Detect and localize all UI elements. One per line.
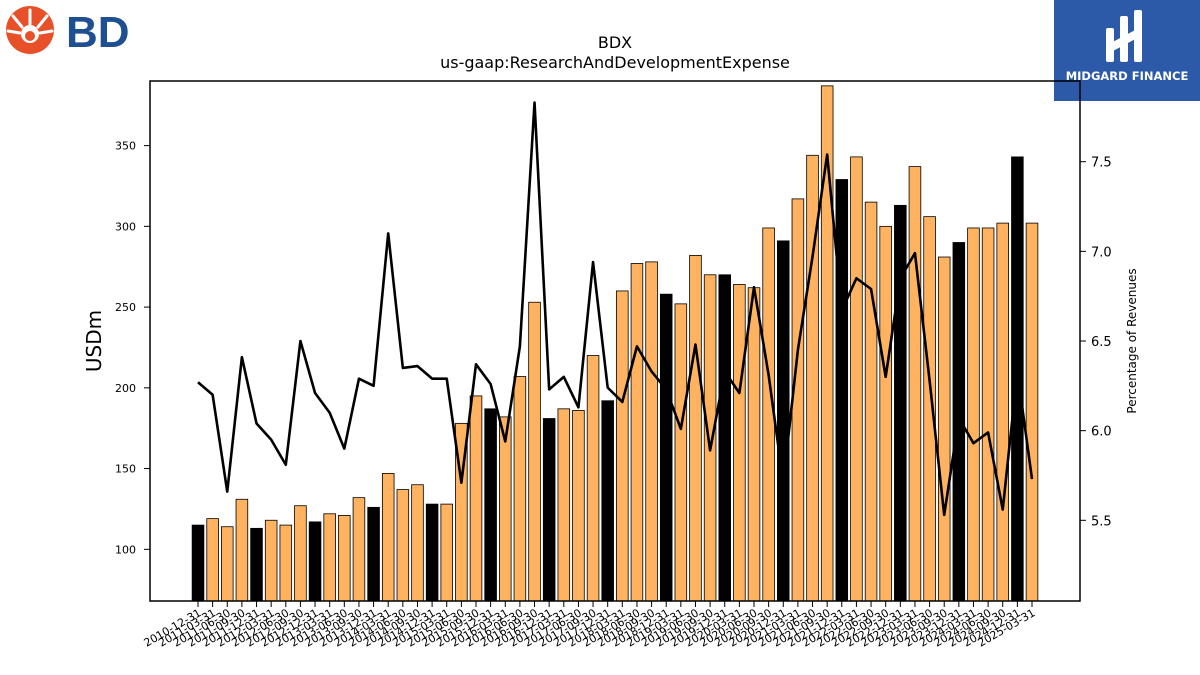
bar-2018-12-31 [659, 293, 673, 602]
bar-2018-06-30 [630, 263, 644, 602]
y2-tick-label: 7.5 [1091, 156, 1112, 171]
bar-2023-03-31 [908, 166, 922, 602]
bar-2014-03-31 [381, 473, 395, 602]
y-tick-label: 200 [115, 382, 136, 395]
bar-2012-03-31 [264, 519, 278, 602]
bar-2011-09-30 [235, 498, 249, 602]
midgard-finance-text: MIDGARD FINANCE [1065, 69, 1189, 83]
bar-2011-12-31 [250, 527, 263, 602]
bar-2016-09-30 [528, 301, 541, 602]
y2-tick-label: 6.5 [1091, 335, 1112, 350]
bar-2020-03-31 [733, 284, 746, 602]
bar-2022-06-30 [864, 201, 878, 602]
bars-group [191, 85, 1039, 602]
chart-subtitle: us-gaap:ResearchAndDevelopmentExpense [440, 53, 790, 72]
bar-2022-03-31 [850, 156, 863, 602]
bar-2010-12-31 [191, 524, 205, 602]
bar-2022-12-31 [894, 204, 907, 602]
bar-2011-03-31 [206, 518, 219, 602]
bar-2011-06-30 [221, 526, 234, 602]
bar-2025-03-31 [1025, 222, 1039, 602]
bd-starburst-icon [6, 6, 54, 54]
bar-2017-09-30 [586, 355, 600, 602]
bar-2021-12-31 [835, 179, 849, 602]
bar-2014-12-31 [425, 503, 439, 602]
x-axis: 2010-12-312011-03-312011-06-302011-09-30… [142, 601, 1038, 650]
y-tick-label: 150 [115, 463, 136, 476]
y-tick-label: 300 [115, 220, 136, 233]
bar-2012-09-30 [294, 505, 307, 602]
revenue-percentage-line [197, 101, 1034, 517]
bar-2017-06-30 [572, 410, 585, 602]
midgard-finance-logo: MIDGARD FINANCE [1054, 0, 1200, 101]
bar-2023-09-30 [937, 256, 951, 602]
bar-2015-12-31 [484, 408, 497, 602]
bar-2021-03-31 [791, 198, 805, 602]
bar-2017-12-31 [601, 400, 614, 602]
y2-tick-label: 6.0 [1091, 425, 1112, 440]
bar-2024-03-31 [967, 227, 980, 602]
y2-tick-label: 7.0 [1091, 245, 1112, 260]
line-group [197, 101, 1034, 517]
bar-2013-06-30 [338, 515, 351, 602]
chart-title: BDX [598, 33, 632, 52]
bar-2013-03-31 [323, 513, 336, 602]
bar-2012-06-30 [279, 524, 293, 602]
bar-2017-03-31 [557, 408, 571, 602]
bar-2020-12-31 [777, 240, 790, 602]
bd-logo-text: BD [66, 8, 130, 56]
bar-2019-09-30 [703, 274, 717, 602]
bar-2022-09-30 [879, 225, 892, 602]
bar-2013-12-31 [367, 506, 380, 602]
y-axis-left: 100 150 200 250 300 350 [115, 140, 150, 556]
bd-logo: BD [4, 4, 140, 57]
y-tick-label: 250 [115, 301, 136, 314]
bar-2014-06-30 [396, 489, 410, 602]
y-tick-label: 350 [115, 140, 136, 153]
bar-2016-03-31 [499, 416, 512, 602]
bar-2019-12-31 [718, 274, 731, 602]
y-tick-label: 100 [115, 543, 136, 556]
bar-2012-12-31 [308, 521, 322, 602]
midgard-mark-icon [1106, 10, 1142, 62]
bar-2016-12-31 [542, 418, 556, 602]
bar-2015-09-30 [469, 395, 483, 602]
bar-2015-03-31 [440, 503, 453, 602]
bar-2024-09-30 [996, 222, 1009, 602]
y-axis-right: 5.5 6.0 6.5 7.0 7.5 [1080, 156, 1112, 529]
y-axis-label: USDm [82, 310, 106, 372]
bar-2014-09-30 [411, 484, 424, 602]
bar-2019-03-31 [674, 303, 688, 602]
y2-axis-label: Percentage of Revenues [1125, 268, 1139, 413]
y2-tick-label: 5.5 [1091, 514, 1112, 529]
bar-2016-06-30 [513, 376, 527, 602]
bar-2018-03-31 [616, 290, 629, 602]
bar-2020-06-30 [747, 287, 761, 602]
bar-2013-09-30 [352, 497, 366, 602]
bar-2024-06-30 [981, 227, 995, 602]
bar-2019-06-30 [689, 255, 702, 602]
bar-2018-09-30 [645, 261, 658, 602]
